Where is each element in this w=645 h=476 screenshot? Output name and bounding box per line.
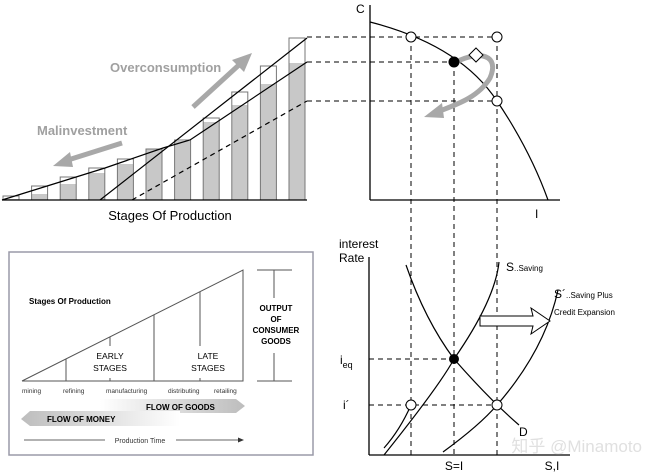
loanable-funds-panel: interest Rate S..Saving S´..Saving Plus … xyxy=(339,237,615,473)
stage-label-manufacturing: manufacturing xyxy=(106,388,148,395)
flow-of-goods-arrow: FLOW OF GOODS xyxy=(100,399,245,413)
lengthened-structure-line xyxy=(99,37,308,201)
bar-fill xyxy=(174,141,191,200)
i-prime-label: i´ xyxy=(343,398,350,412)
saving-curve-label: S..Saving xyxy=(506,260,543,274)
stage-label-retailing: retailing xyxy=(214,388,237,395)
bar-fill xyxy=(260,84,277,200)
i-eq-sub: eq xyxy=(343,360,353,370)
stages-of-production-label: Stages Of Production xyxy=(108,208,232,223)
production-time-label: Production Time xyxy=(115,438,166,445)
original-structure-line xyxy=(1,61,308,201)
stage-label-mining: mining xyxy=(22,388,42,395)
output-bracket xyxy=(257,269,292,382)
output-label-1: OUTPUT xyxy=(260,304,293,313)
bar-fill xyxy=(231,105,248,200)
watermark: 知乎 @Minamoto xyxy=(511,437,642,456)
stage-dividers xyxy=(65,292,201,381)
bar-fill xyxy=(117,164,134,200)
credit-curve-label-line2: Credit Expansion xyxy=(554,308,615,317)
credit-curve-label-sub: ..Saving Plus xyxy=(566,291,613,300)
bar-fill xyxy=(88,173,105,200)
open-point xyxy=(491,95,503,107)
malinvestment-arrow xyxy=(53,140,123,167)
rate-label: Rate xyxy=(339,251,365,265)
late-stages-label-1: LATE xyxy=(198,351,219,361)
overconsumption-label: Overconsumption xyxy=(110,60,221,75)
bar-fill xyxy=(60,184,77,200)
i-eq-main: i xyxy=(340,353,343,367)
demand-curve xyxy=(405,264,520,426)
flow-of-goods-label: FLOW OF GOODS xyxy=(146,403,216,412)
i-eq-label: ieq xyxy=(340,353,353,370)
ppf-i-label: I xyxy=(535,207,538,221)
production-triangle xyxy=(21,269,244,382)
output-label: OUTPUT OF CONSUMER GOODS xyxy=(253,304,300,346)
malinvestment-label: Malinvestment xyxy=(37,123,128,138)
open-point xyxy=(405,31,417,43)
saving-curve-label-main: S xyxy=(506,260,514,274)
stage-label-distributing: distributing xyxy=(168,388,200,395)
early-stages-label-2: STAGES xyxy=(93,363,127,373)
ppf-curve xyxy=(369,21,549,201)
equilibrium-point xyxy=(449,354,459,364)
diamond-marker xyxy=(468,47,484,63)
overconsumption-arrow xyxy=(191,53,252,109)
shortened-structure-line xyxy=(131,100,308,201)
box-title: Stages Of Production xyxy=(29,297,111,306)
bar-fill xyxy=(31,194,48,200)
ppf-panel: C I xyxy=(356,2,560,221)
output-label-3: CONSUMER xyxy=(253,326,300,335)
interest-label: interest xyxy=(339,237,379,251)
stage-bars xyxy=(2,37,306,201)
bar-fill xyxy=(146,149,162,200)
bar-panel: Overconsumption Malinvestment Stages Of … xyxy=(1,37,308,223)
output-label-2: OF xyxy=(270,315,281,324)
saving-curve-label-sub: ..Saving xyxy=(514,264,543,273)
ppf-c-label: C xyxy=(356,2,365,16)
stage-label-refining: refining xyxy=(63,388,85,395)
flow-of-money-arrow: FLOW OF MONEY xyxy=(21,411,180,426)
flow-of-money-label: FLOW OF MONEY xyxy=(47,415,116,424)
output-label-4: GOODS xyxy=(261,337,291,346)
demand-label: D xyxy=(519,425,528,439)
s-equals-i-label: S=I xyxy=(445,459,463,473)
bar-fill xyxy=(203,122,220,200)
shift-arrow xyxy=(479,306,551,336)
production-time-arrow: Production Time xyxy=(24,437,244,445)
si-axis-label: S,I xyxy=(545,459,560,473)
bar-fill xyxy=(289,63,305,200)
open-point xyxy=(491,31,503,43)
stage-labels: mining refining manufacturing distributi… xyxy=(22,388,237,395)
credit-curve-label: S´..Saving Plus xyxy=(554,287,613,301)
stages-of-production-box: Stages Of Production EARLY STAGES LATE S… xyxy=(8,251,314,456)
ppf-shift-arrow xyxy=(424,47,496,118)
open-point xyxy=(405,399,417,411)
open-point xyxy=(491,399,503,411)
credit-curve-label-main: S´ xyxy=(554,287,566,301)
early-stages-label-1: EARLY xyxy=(96,351,124,361)
guide-lines xyxy=(307,36,498,455)
equilibrium-point xyxy=(448,56,460,68)
late-stages-label-2: STAGES xyxy=(191,363,225,373)
